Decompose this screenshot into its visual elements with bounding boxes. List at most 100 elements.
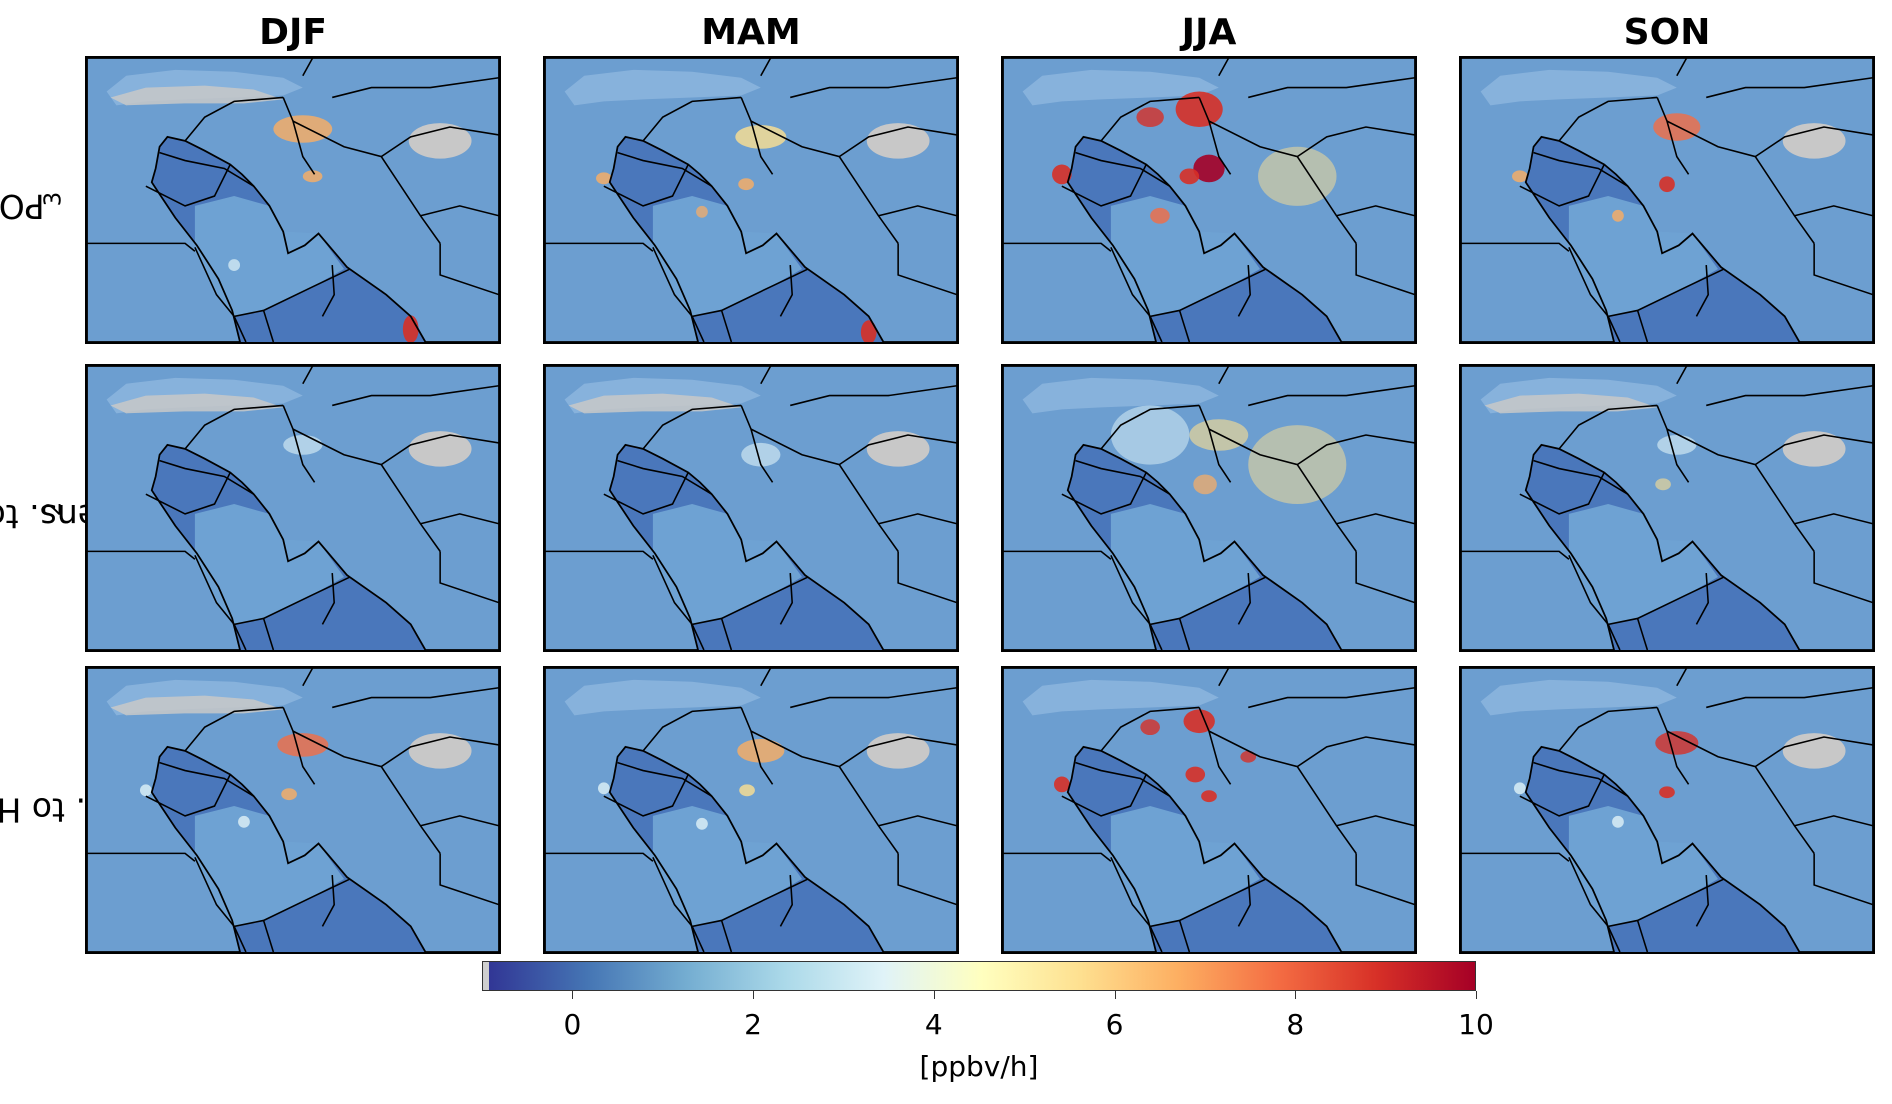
country-border	[617, 459, 713, 495]
land-area	[87, 366, 499, 650]
country-border	[1461, 550, 1570, 560]
map-canvas	[545, 366, 957, 650]
hotspot	[1258, 146, 1337, 206]
map-canvas	[1461, 668, 1873, 952]
colorbar-tick-label: 6	[1105, 1008, 1124, 1041]
country-border	[262, 618, 275, 650]
land-area	[1003, 58, 1415, 342]
country-border	[1208, 730, 1357, 854]
country-border	[642, 96, 742, 142]
country-border	[1149, 926, 1163, 952]
country-border	[321, 265, 335, 317]
country-border	[1296, 736, 1415, 768]
colorbar-tick	[933, 991, 935, 999]
country-border	[740, 707, 774, 785]
hotspot	[1185, 766, 1206, 783]
no-data-region	[866, 733, 930, 769]
coastline	[1461, 668, 1873, 952]
country-border	[779, 265, 793, 317]
country-border	[1558, 706, 1658, 752]
country-border	[233, 926, 247, 952]
country-border	[790, 384, 957, 407]
hotspot	[277, 733, 329, 757]
country-border	[1218, 366, 1230, 385]
country-border	[1208, 120, 1357, 244]
highland-area	[1022, 679, 1219, 716]
country-border	[145, 472, 231, 515]
country-border	[1237, 875, 1251, 927]
country-border	[1248, 76, 1415, 99]
country-border	[897, 853, 957, 906]
country-border	[1003, 852, 1112, 862]
country-border	[1519, 164, 1605, 207]
country-border	[439, 243, 499, 296]
country-border	[617, 761, 713, 797]
country-border	[1296, 434, 1415, 466]
country-border	[1656, 707, 1690, 785]
no-data-region	[1782, 431, 1846, 467]
country-border	[87, 852, 196, 862]
country-border	[1706, 686, 1873, 709]
peninsula-area	[1568, 196, 1719, 317]
hotspot	[283, 435, 323, 455]
country-border	[691, 624, 705, 650]
country-border	[1636, 310, 1649, 342]
country-border	[740, 97, 774, 175]
country-border	[1533, 151, 1629, 187]
country-border	[750, 120, 899, 244]
peninsula-area	[194, 504, 345, 625]
colorbar-tick	[1295, 991, 1297, 999]
peninsula-area	[1110, 504, 1261, 625]
colorbar-tick	[753, 991, 755, 999]
peninsula-area	[1110, 196, 1261, 317]
hotspot	[1136, 107, 1164, 128]
hotspot	[1657, 435, 1697, 455]
country-border	[292, 730, 441, 854]
country-border	[652, 555, 809, 626]
country-border	[159, 761, 255, 797]
coastline	[1003, 668, 1415, 952]
country-border	[321, 875, 335, 927]
country-border	[617, 151, 713, 187]
country-border	[282, 405, 316, 483]
map-panel-hcho-djf	[85, 666, 501, 954]
country-border	[779, 573, 793, 625]
no-data-region	[408, 733, 472, 769]
map-panel-po3-jja	[1001, 56, 1417, 344]
peninsula-area	[652, 806, 803, 927]
country-border	[1706, 76, 1873, 99]
country-border	[87, 550, 196, 560]
map-canvas	[545, 668, 957, 952]
highland-area	[1480, 69, 1677, 106]
hotspot	[597, 782, 610, 795]
country-border	[292, 120, 441, 244]
country-border	[194, 247, 351, 318]
country-border	[292, 428, 441, 552]
country-border	[194, 857, 351, 928]
country-border	[1100, 96, 1200, 142]
country-border	[603, 472, 689, 515]
country-border	[302, 58, 314, 77]
country-border	[1533, 459, 1629, 495]
country-border	[1676, 668, 1688, 687]
country-border	[1075, 459, 1171, 495]
country-border	[87, 242, 196, 252]
no-data-region	[408, 431, 472, 467]
country-border	[1336, 815, 1415, 827]
country-border	[1519, 774, 1605, 817]
country-border	[545, 550, 654, 560]
hotspot	[1150, 207, 1170, 224]
map-canvas	[87, 668, 499, 952]
peninsula-area	[652, 196, 803, 317]
hotspot	[1054, 776, 1070, 793]
hotspot	[1201, 790, 1217, 803]
country-border	[194, 555, 351, 626]
country-border	[1100, 404, 1200, 450]
country-border	[545, 852, 654, 862]
hotspot	[281, 788, 297, 801]
country-border	[1794, 205, 1873, 217]
country-border	[1568, 857, 1725, 928]
no-data-region	[1782, 733, 1846, 769]
map-panel-no2-son	[1459, 364, 1875, 652]
country-border	[1061, 472, 1147, 515]
